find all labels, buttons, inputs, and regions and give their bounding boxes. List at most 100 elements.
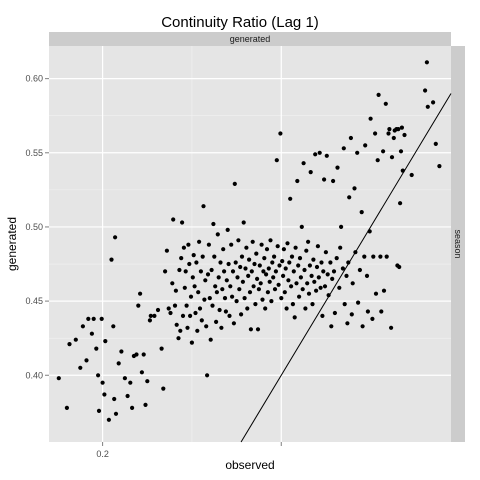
data-point bbox=[273, 269, 278, 274]
data-point bbox=[176, 336, 181, 341]
facet-strip-right: season bbox=[451, 46, 465, 442]
data-point bbox=[320, 313, 325, 318]
data-point bbox=[376, 92, 381, 97]
data-point bbox=[179, 256, 184, 261]
data-point bbox=[138, 291, 143, 296]
data-point bbox=[331, 269, 337, 274]
data-point bbox=[103, 339, 108, 344]
data-point bbox=[139, 370, 144, 375]
x-axis-ticks: 0.2 bbox=[96, 442, 282, 459]
data-point bbox=[196, 290, 201, 295]
data-point bbox=[275, 244, 280, 249]
data-point bbox=[227, 313, 232, 318]
data-point bbox=[293, 245, 298, 250]
data-point bbox=[338, 245, 343, 250]
data-point bbox=[247, 257, 252, 262]
data-point bbox=[276, 282, 281, 287]
data-point bbox=[256, 287, 261, 292]
data-point bbox=[357, 267, 362, 273]
data-point bbox=[433, 141, 438, 146]
data-points bbox=[56, 60, 442, 422]
data-point bbox=[281, 273, 286, 278]
data-point bbox=[297, 294, 302, 299]
data-point bbox=[192, 284, 197, 289]
data-point bbox=[271, 275, 276, 280]
data-point bbox=[106, 417, 111, 422]
data-point bbox=[431, 100, 436, 105]
data-point bbox=[240, 279, 245, 284]
data-point bbox=[331, 178, 336, 184]
data-point bbox=[224, 278, 229, 283]
data-point bbox=[145, 379, 150, 384]
reference-line bbox=[240, 93, 452, 443]
data-point bbox=[238, 264, 243, 270]
data-point bbox=[309, 273, 314, 278]
reference-line-layer bbox=[240, 93, 452, 443]
data-point bbox=[350, 281, 355, 286]
data-point bbox=[194, 260, 199, 265]
data-point bbox=[348, 135, 353, 141]
data-point bbox=[347, 195, 352, 200]
data-point bbox=[349, 312, 354, 317]
data-point bbox=[136, 303, 141, 308]
data-point bbox=[253, 302, 258, 307]
data-point bbox=[226, 261, 231, 267]
data-point bbox=[344, 273, 349, 278]
data-point bbox=[122, 376, 127, 381]
data-point bbox=[279, 296, 284, 301]
data-point bbox=[186, 242, 191, 247]
data-point bbox=[152, 313, 157, 318]
data-point bbox=[247, 290, 253, 295]
data-point bbox=[56, 376, 61, 381]
data-point bbox=[236, 238, 241, 243]
data-point bbox=[217, 307, 222, 313]
data-point bbox=[134, 352, 139, 357]
data-point bbox=[210, 303, 215, 308]
data-point bbox=[316, 275, 321, 280]
data-point bbox=[96, 373, 101, 378]
data-point bbox=[171, 217, 176, 222]
data-point bbox=[183, 269, 188, 274]
data-point bbox=[84, 358, 89, 363]
data-point bbox=[291, 269, 296, 274]
data-point bbox=[355, 150, 360, 155]
data-point bbox=[222, 269, 227, 274]
data-point bbox=[398, 149, 404, 154]
data-point bbox=[243, 266, 248, 271]
x-axis-label: observed bbox=[225, 458, 275, 472]
data-point bbox=[322, 284, 328, 289]
data-point bbox=[178, 328, 183, 333]
data-point bbox=[193, 310, 198, 316]
data-point bbox=[248, 327, 253, 332]
data-point bbox=[272, 254, 277, 259]
data-point bbox=[78, 365, 83, 370]
data-point bbox=[257, 263, 262, 268]
data-point bbox=[170, 281, 175, 286]
data-point bbox=[94, 346, 99, 351]
data-point bbox=[290, 302, 295, 307]
data-point bbox=[332, 310, 337, 316]
data-point bbox=[345, 321, 350, 326]
data-point bbox=[197, 239, 202, 244]
data-point bbox=[352, 186, 357, 191]
data-point bbox=[130, 405, 135, 410]
data-point bbox=[234, 299, 239, 304]
data-point bbox=[242, 296, 247, 301]
data-point bbox=[207, 296, 212, 301]
data-point bbox=[80, 324, 85, 329]
data-point bbox=[311, 257, 316, 262]
data-point bbox=[323, 250, 328, 255]
data-point bbox=[302, 267, 307, 273]
data-point bbox=[102, 392, 107, 397]
data-point bbox=[166, 306, 171, 311]
data-point bbox=[337, 285, 342, 290]
data-point bbox=[305, 281, 310, 286]
data-point bbox=[285, 241, 290, 246]
data-point bbox=[229, 242, 234, 247]
data-point bbox=[270, 260, 275, 265]
data-point bbox=[241, 220, 246, 225]
data-point bbox=[204, 324, 209, 329]
data-point bbox=[112, 396, 117, 402]
data-point bbox=[64, 405, 69, 410]
